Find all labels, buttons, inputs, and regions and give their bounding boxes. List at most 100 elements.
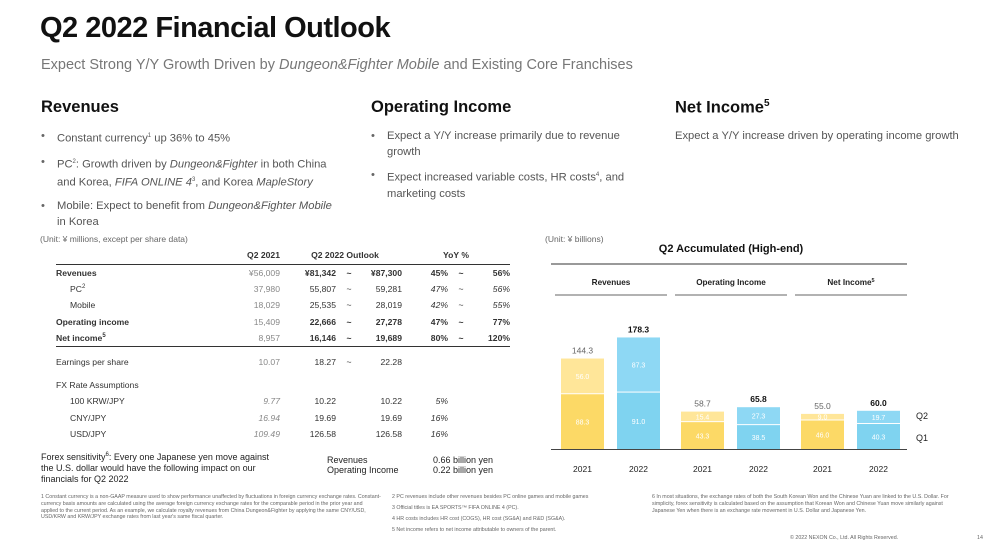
table-row: CNY/JPY 16.94 19.69 19.69 16% xyxy=(56,410,510,426)
header-yoy: YoY % xyxy=(402,246,510,265)
sensitivity-oi-value: 0.22 billion yen xyxy=(433,465,494,475)
cell-outlook-low: 55,807 xyxy=(309,284,336,295)
revenues-bullet-1: Constant currency1 up 36% to 45% xyxy=(41,128,341,147)
chart-unit: (Unit: ¥ billions) xyxy=(545,234,604,244)
table-row: USD/JPY 109.49 126.58 126.58 16% xyxy=(56,426,510,442)
cell-tilde xyxy=(448,354,474,370)
x-tick-label: 2022 xyxy=(749,464,768,474)
x-tick-label: 2021 xyxy=(573,464,592,474)
cell-yoy-low xyxy=(402,354,448,370)
cell-outlook-high: 28,019 xyxy=(375,300,402,311)
cell-yoy-low: 47% xyxy=(430,316,448,327)
cell-outlook-high: 19,689 xyxy=(362,329,402,347)
group-label: Operating Income xyxy=(696,278,766,287)
bar-q2-label: 15.4 xyxy=(696,414,710,421)
table-spacer-row xyxy=(56,370,510,377)
cell-q2-2021 xyxy=(216,377,288,393)
cell-yoy-high xyxy=(474,393,510,409)
chart-title: Q2 Accumulated (High-end) xyxy=(659,243,804,255)
cell-yoy-low xyxy=(402,377,448,393)
bar-q2 xyxy=(617,337,660,392)
bar-q1 xyxy=(857,424,900,449)
table-row: Net income5 8,957 16,146 ~19,689 80% ~120% xyxy=(56,329,510,347)
legend-q1: Q1 xyxy=(916,433,928,443)
cell-outlook-high: 27,278 xyxy=(375,316,402,327)
revenues-bullet-2: PC2: Growth driven by Dungeon&Fighter in… xyxy=(41,154,341,191)
operating-bullet-2: Expect increased variable costs, HR cost… xyxy=(371,167,641,202)
cell-tilde xyxy=(448,410,474,426)
cell-q2-2021: 10.07 xyxy=(258,357,280,368)
page-number: 14 xyxy=(977,535,983,541)
cell-q2-2021: ¥56,009 xyxy=(248,268,280,279)
table-row: 100 KRW/JPY 9.77 10.22 10.22 5% xyxy=(56,393,510,409)
cell-tilde xyxy=(448,377,474,393)
footnote-6: 6 In most situations, the exchange rates… xyxy=(652,494,949,514)
page-subtitle: Expect Strong Y/Y Growth Driven by Dunge… xyxy=(41,57,633,73)
cell-outlook-high: 19.69 xyxy=(380,412,402,423)
cell-outlook-low: 126.58 xyxy=(309,428,336,439)
cell-q2-2021: 8,957 xyxy=(216,329,288,347)
cell-tilde xyxy=(448,426,474,442)
cell-outlook-low: ¥81,342 xyxy=(304,268,336,279)
bar-q2-label: 19.7 xyxy=(872,415,886,422)
net-income-text: Expect a Y/Y increase driven by operatin… xyxy=(675,130,959,142)
sensitivity-rev-value: 0.66 billion yen xyxy=(433,455,494,465)
header-outlook: Q2 2022 Outlook xyxy=(288,246,402,265)
cell-yoy-low: 45% xyxy=(430,268,448,279)
legend-q2: Q2 xyxy=(916,411,928,421)
bar-total-label: 178.3 xyxy=(628,324,650,334)
operating-income-heading: Operating Income xyxy=(371,98,512,116)
bar-q2-label: 9.0 xyxy=(818,415,828,422)
header-q2-2021: Q2 2021 xyxy=(216,246,288,265)
cell-yoy-high xyxy=(474,377,510,393)
cell-q2-2021: 9.77 xyxy=(263,396,280,407)
bar-total-label: 60.0 xyxy=(870,398,887,408)
table-header-row: Q2 2021 Q2 2022 Outlook YoY % xyxy=(56,246,510,265)
footnote-3: 3 Official titles is EA SPORTS™ FIFA ONL… xyxy=(392,505,519,511)
cell-tilde: ~ xyxy=(346,316,352,327)
row-label: Earnings per share xyxy=(56,357,129,368)
bar-q1-label: 91.0 xyxy=(632,419,646,426)
table-unit: (Unit: ¥ millions, except per share data… xyxy=(40,234,188,244)
cell-yoy-low: 16% xyxy=(430,412,448,423)
bar-q2 xyxy=(857,410,900,424)
cell-q2-2021: 16.94 xyxy=(258,412,280,423)
cell-tilde xyxy=(448,393,474,409)
cell-outlook-high: 59,281 xyxy=(375,284,402,295)
table-row: Mobile 18,029 25,535 ~28,019 42% ~55% xyxy=(56,297,510,313)
row-label: FX Rate Assumptions xyxy=(56,380,139,391)
copyright: © 2022 NEXON Co., Ltd. All Rights Reserv… xyxy=(790,535,899,541)
footnote-5: 5 Net income refers to net income attrib… xyxy=(392,527,557,533)
x-tick-label: 2021 xyxy=(693,464,712,474)
cell-outlook-high: ¥87,300 xyxy=(370,268,402,279)
bar-q2 xyxy=(681,411,724,422)
cell-yoy-high xyxy=(474,426,510,442)
revenues-bullet-3: Mobile: Expect to benefit from Dungeon&F… xyxy=(41,198,341,230)
bar-q2 xyxy=(561,358,604,394)
cell-outlook-low: 10.22 xyxy=(314,396,336,407)
cell-yoy-low: 5% xyxy=(435,396,448,407)
operating-bullets: Expect a Y/Y increase primarily due to r… xyxy=(371,128,641,209)
group-label: Revenues xyxy=(592,278,631,287)
row-label: Net income5 xyxy=(56,329,216,347)
sensitivity-oi-label: Operating Income xyxy=(327,465,399,475)
cell-tilde: ~ xyxy=(346,284,352,295)
table-row: Earnings per share 10.07 18.27 ~22.28 xyxy=(56,354,510,370)
bar-q1 xyxy=(737,425,780,449)
cell-tilde xyxy=(336,426,362,442)
cell-tilde: ~ xyxy=(346,300,352,311)
row-label: Operating income xyxy=(56,316,130,327)
cell-yoy-high: 56% xyxy=(492,284,510,295)
cell-outlook-high xyxy=(362,377,402,393)
bar-q1-label: 88.3 xyxy=(576,420,590,427)
footnote-1: 1 Constant currency is a non-GAAP measur… xyxy=(41,494,381,521)
cell-tilde: ~ xyxy=(336,329,362,347)
revenues-heading: Revenues xyxy=(41,98,119,116)
bar-total-label: 55.0 xyxy=(814,401,831,411)
bar-q2-label: 87.3 xyxy=(632,363,646,370)
accumulated-chart: Q2 Accumulated (High-end) Revenues 88.3 56.… xyxy=(551,243,928,474)
cell-outlook-low: 25,535 xyxy=(309,300,336,311)
bar-q2-label: 27.3 xyxy=(752,414,766,421)
bar-q2 xyxy=(737,407,780,425)
bar-q1 xyxy=(617,392,660,449)
